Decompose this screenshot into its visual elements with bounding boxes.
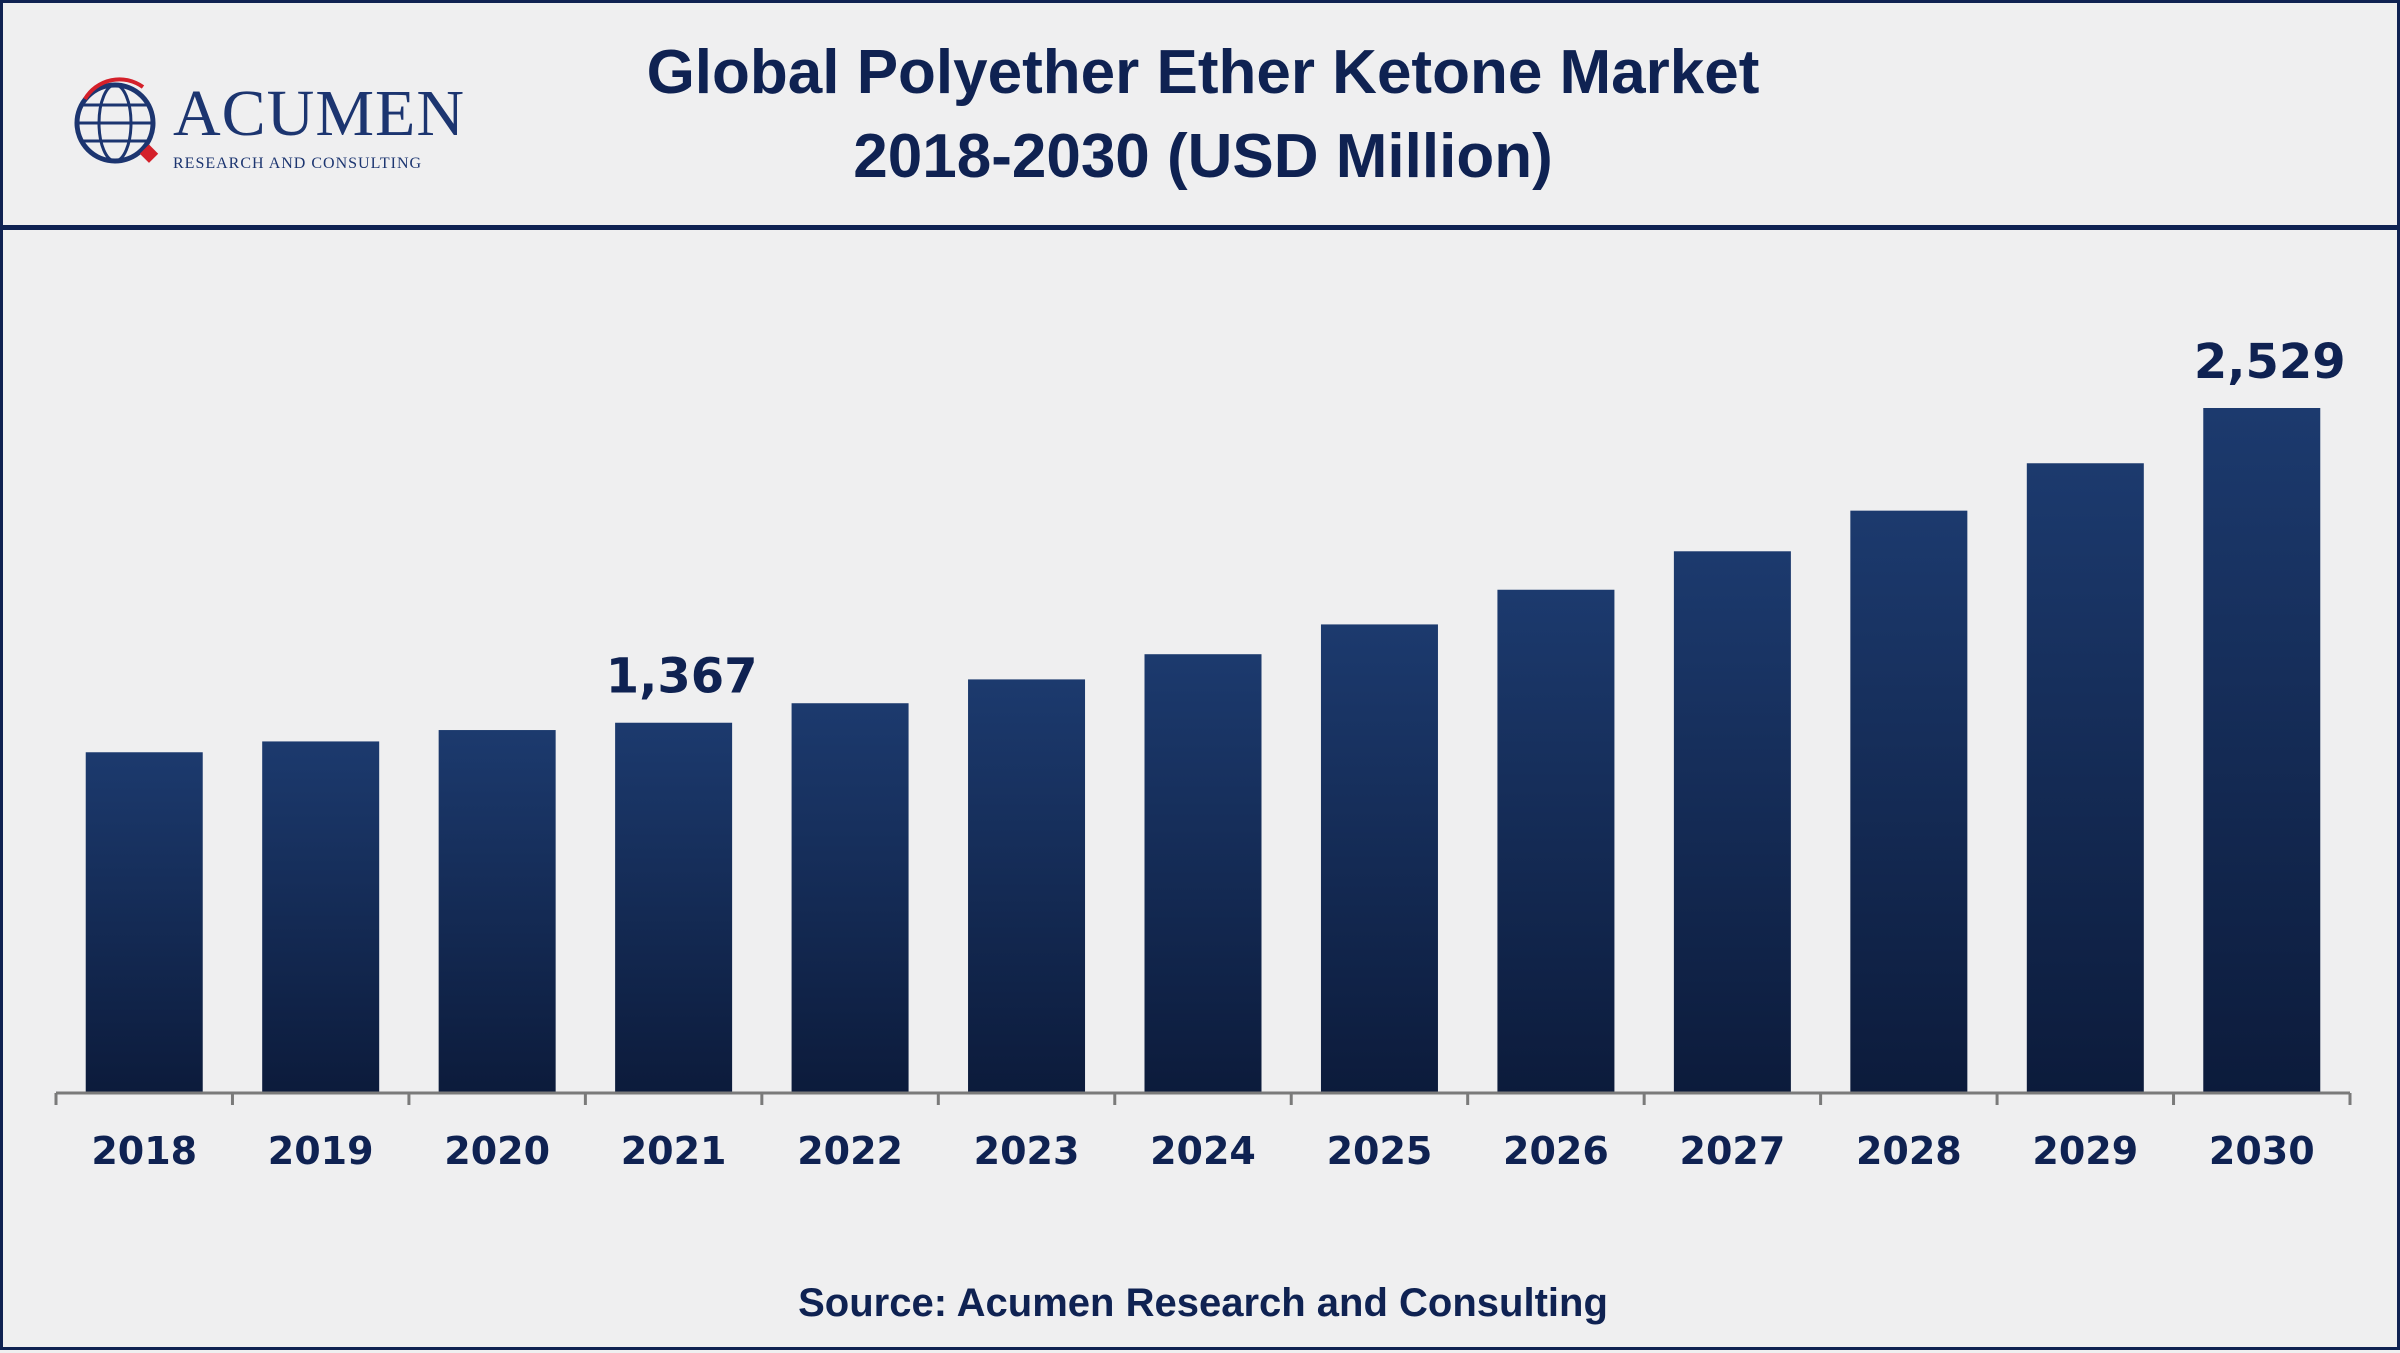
- chart-title-line2: 2018-2030 (USD Million): [853, 122, 1553, 191]
- x-tick-label: 2020: [444, 1129, 550, 1173]
- bar-2023: [968, 679, 1086, 1093]
- bars-group: [85, 408, 2321, 1094]
- bar-chart: 2018 2019 2020 2021 2022 2023 2024 2025 2026 2027…: [54, 334, 2352, 1173]
- chart-title: Global Polyether Ether Ketone Market 201…: [443, 31, 1963, 199]
- x-tick-label: 2027: [1680, 1129, 1786, 1173]
- bar-2026: [1497, 589, 1615, 1093]
- bar-2020: [438, 730, 556, 1093]
- logo-tagline: RESEARCH AND CONSULTING: [173, 155, 423, 172]
- x-tick-label: 2028: [1856, 1129, 1962, 1173]
- header-divider: [3, 225, 2400, 230]
- bar-2029: [2026, 463, 2144, 1094]
- bar-2021: [615, 722, 733, 1093]
- bar-2030: [2203, 408, 2321, 1093]
- acumen-logo: ACUMEN RESEARCH AND CONSULTING: [73, 73, 473, 183]
- data-label-2021: 1,367: [606, 649, 758, 705]
- x-axis: [54, 1091, 2352, 1105]
- labels-group: 2018 2019 2020 2021 2022 2023 2024 2025 2026 2027…: [91, 334, 2345, 1173]
- logo-wordmark: ACUMEN: [173, 77, 466, 150]
- x-tick-label: 2022: [797, 1129, 903, 1173]
- x-tick-label: 2025: [1327, 1129, 1433, 1173]
- x-tick-label: 2026: [1503, 1129, 1609, 1173]
- bar-2025: [1320, 624, 1438, 1093]
- data-label-2030: 2,529: [2194, 334, 2346, 390]
- bar-2024: [1144, 654, 1262, 1093]
- x-tick-label: 2024: [1150, 1129, 1256, 1173]
- x-tick-label: 2029: [2032, 1129, 2138, 1173]
- chart-title-line1: Global Polyether Ether Ketone Market: [646, 38, 1760, 107]
- bar-2018: [85, 752, 203, 1093]
- x-tick-label: 2018: [91, 1129, 197, 1173]
- globe-icon: [74, 77, 159, 164]
- x-tick-label: 2021: [621, 1129, 727, 1173]
- x-tick-label: 2030: [2209, 1129, 2315, 1173]
- bar-2022: [791, 703, 909, 1093]
- bar-2019: [262, 741, 380, 1093]
- source-note: Source: Acumen Research and Consulting: [798, 1281, 1608, 1325]
- x-tick-label: 2023: [974, 1129, 1080, 1173]
- bar-2027: [1673, 551, 1791, 1093]
- x-tick-label: 2019: [268, 1129, 374, 1173]
- bar-2028: [1850, 510, 1968, 1093]
